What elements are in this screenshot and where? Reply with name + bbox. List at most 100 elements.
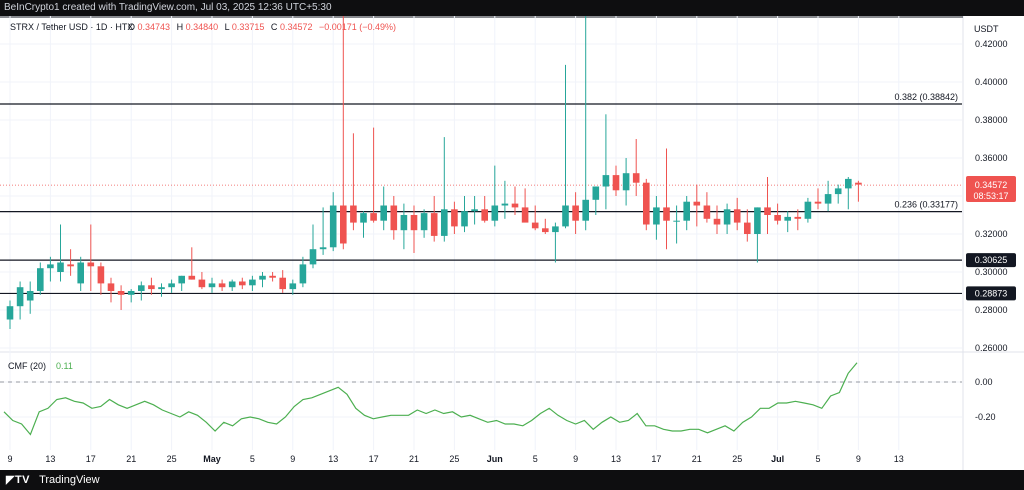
candles [6,16,862,329]
candle-body [602,175,610,187]
cmf-value: 0.11 [56,361,73,371]
date-tick-label: 21 [126,454,136,464]
candle-body [299,264,307,284]
candle-body [208,283,216,288]
candle-body [360,213,367,223]
low-value: 0.33715 [232,22,265,32]
symbol-label: STRX / Tether USD · 1D · HTX [10,22,133,32]
date-tick-label: 25 [449,454,459,464]
chart-canvas[interactable]: 0.382 (0.38842) 0.236 (0.33177) 0.30625 0.2… [0,16,1024,470]
date-tick-label: 13 [611,454,621,464]
candle-body [562,205,569,227]
open-letter: O [128,22,135,32]
candle-body [592,186,600,200]
candle-body [410,215,418,231]
candle-body [239,281,246,286]
level-label: 0.236 (0.33177) [894,200,958,210]
fib-levels[interactable]: 0.382 (0.38842) 0.236 (0.33177) 0.30625 0.2… [0,92,1016,301]
change-value: −0.00171 (−0.49%) [319,22,396,32]
grid [0,16,1024,470]
level-badge-label: 0.28873 [975,288,1008,298]
open-value: 0.34743 [138,22,171,32]
candle-body [784,216,791,221]
price-axis[interactable]: 0.260000.280000.300000.320000.340000.360… [975,39,1008,422]
price-tick-label: 0.26000 [975,343,1008,353]
candle-body [451,209,458,227]
level-badge-label: 0.30625 [975,255,1008,265]
price-badge-price: 0.34572 [975,180,1008,190]
candle-body [420,213,428,231]
date-tick-label: 9 [7,454,12,464]
time-axis[interactable]: 9 13 17 21 25 May 5 9 13 17 21 25 Jun 5 9 13 17 21 25 Jul 5 9… [7,454,903,464]
candle-body [390,205,398,231]
current-price-badge: 0.34572 08:53:17 [966,176,1016,202]
price-tick-label: 0.40000 [975,77,1008,87]
price-tick-label: 0.42000 [975,39,1008,49]
candle-body [350,205,357,223]
candle-body [834,188,842,195]
cmf-legend: CMF (20) 0.11 [8,361,73,371]
candle-body [87,262,95,267]
candle-body [521,207,529,223]
candle-body [158,287,165,290]
candle-body [713,218,721,225]
candle-body [249,279,256,286]
price-tick-label: 0.28000 [975,305,1008,315]
candle-body [845,178,852,189]
candle-body [198,279,206,288]
date-tick-label: 17 [86,454,96,464]
candle-body [218,283,226,288]
candle-body [703,205,711,219]
tradingview-logo-icon: ◤TV [6,474,31,486]
candle-body [57,262,64,272]
candle-body [794,216,802,219]
date-tick-label: Jun [487,454,503,464]
candle-body [744,222,751,234]
candle-body [804,201,812,219]
candle-body [723,209,731,225]
candle-body [733,209,741,223]
candle-body [178,275,185,284]
cmf-line [3,362,858,436]
date-tick-label: 5 [250,454,255,464]
candle-body [138,285,145,291]
candle-body [441,209,448,236]
candle-body [622,173,630,191]
currency-label: USDT [974,24,999,34]
candle-body [370,213,377,221]
candle-body [117,291,125,295]
close-value: 0.34572 [280,22,313,32]
date-tick-label: 17 [651,454,661,464]
date-tick-label: 21 [692,454,702,464]
high-value: 0.34840 [186,22,219,32]
candle-body [552,226,559,233]
date-tick-label: 5 [533,454,538,464]
bottom-brand-bar: ◤TV TradingView [0,470,1024,490]
cmf-tick-label: 0.00 [975,377,993,387]
candle-body [542,228,549,233]
candle-body [643,182,650,225]
credit-text: BeInCrypto1 created with TradingView.com… [4,2,332,13]
candle-body [764,207,771,215]
price-tick-label: 0.30000 [975,267,1008,277]
candle-body [471,209,478,212]
date-tick-label: 13 [894,454,904,464]
date-tick-label: Jul [771,454,784,464]
level-badge [966,253,1016,268]
ohlc-legend: STRX / Tether USD · 1D · HTX O 0.34743 H… [10,22,396,32]
date-tick-label: 21 [409,454,419,464]
price-badge-countdown: 08:53:17 [973,191,1008,201]
candle-body [683,201,690,221]
candle-body [582,199,589,221]
candle-body [309,249,317,265]
low-letter: L [225,22,230,32]
candle-body [511,203,519,208]
candle-body [6,306,14,320]
price-tick-label: 0.36000 [975,153,1008,163]
candle-body [814,201,822,204]
date-tick-label: 25 [732,454,742,464]
close-letter: C [271,22,278,32]
cmf-name: CMF (20) [8,361,46,371]
date-tick-label: 25 [167,454,177,464]
candle-body [400,215,408,231]
